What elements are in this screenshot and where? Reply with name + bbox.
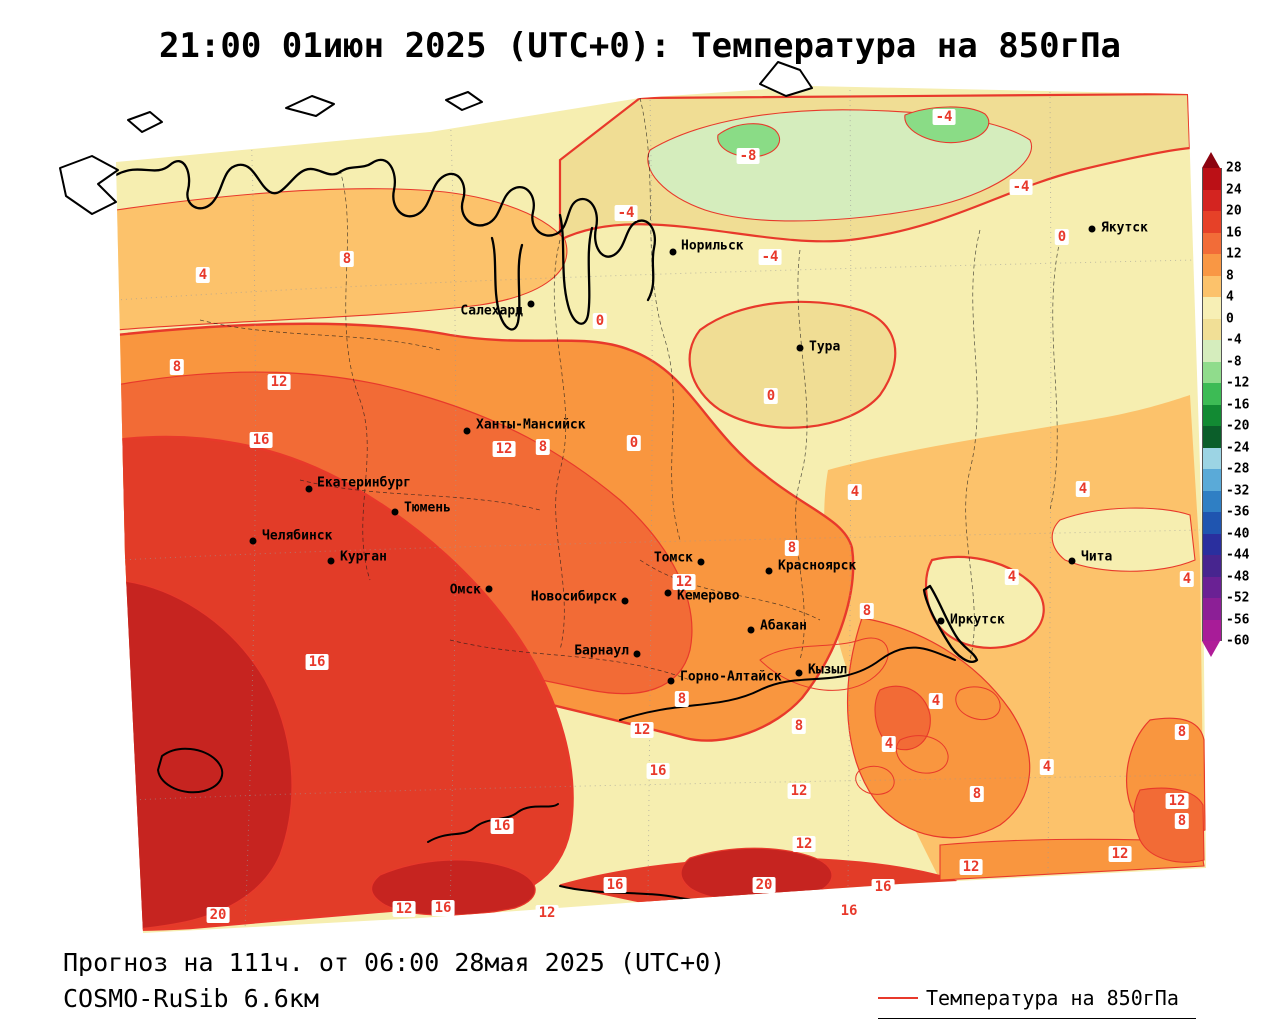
colorbar-value: -48 [1226,569,1250,584]
colorbar-value: 0 [1226,311,1234,326]
colorbar-segment [1202,361,1222,383]
colorbar-segment [1202,254,1222,276]
colorbar-segment [1202,318,1222,340]
colorbar-segment [1202,232,1222,254]
colorbar-segment [1202,275,1222,297]
colorbar-segment [1202,383,1222,405]
colorbar-value: -16 [1226,397,1250,412]
colorbar-value: -8 [1226,354,1242,369]
colorbar-value: -20 [1226,418,1250,434]
colorbar-value: -52 [1226,590,1250,606]
temperature-colorbar: 28 24 20 16 12 8 4 0 -4 -8 -12 -16 -20 -24 -28 -32 -36 -4… [1202,152,1262,672]
colorbar-segment [1202,340,1222,362]
colorbar-arrow-up [1202,152,1220,168]
forecast-info: Прогноз на 111ч. от 06:00 28мая 2025 (UT… [63,948,726,977]
temperature-field [116,86,1206,933]
colorbar-value: 8 [1226,268,1234,283]
colorbar-segment [1202,490,1222,512]
colorbar-value: -28 [1226,461,1250,477]
colorbar-value: 4 [1226,289,1234,305]
colorbar-segment [1202,404,1222,426]
colorbar-value: 16 [1226,225,1242,240]
colorbar-segment [1202,576,1222,598]
colorbar-segment [1202,598,1222,620]
colorbar-segment [1202,447,1222,469]
colorbar-segment [1202,189,1222,211]
page-title: 21:00 01июн 2025 (UTC+0): Температура на… [158,26,1122,66]
colorbar-arrow-down [1202,641,1220,657]
colorbar-value: -4 [1226,332,1242,348]
colorbar-value: -36 [1226,504,1250,520]
colorbar-segment [1202,211,1222,233]
colorbar-segment [1202,297,1222,319]
temperature-line-sample [878,997,918,999]
colorbar-value: 28 [1226,160,1242,176]
colorbar-segment [1202,426,1222,448]
colorbar-value: -32 [1226,483,1250,498]
colorbar-value: 24 [1226,182,1242,197]
colorbar-segment [1202,168,1222,190]
colorbar-value: -60 [1226,633,1250,649]
colorbar-value: 12 [1226,246,1242,262]
legend-label: Температура на 850гПа [926,986,1179,1010]
coastline-islands [59,61,813,215]
colorbar-value: -24 [1226,440,1250,455]
model-info: COSMO-RuSib 6.6км [63,984,319,1013]
colorbar-value: -40 [1226,526,1250,541]
legend: Температура на 850гПа [878,986,1196,1019]
colorbar-segment [1202,619,1222,641]
colorbar-segment [1202,533,1222,555]
colorbar-segment [1202,469,1222,491]
colorbar-value: 20 [1226,203,1242,219]
colorbar-value: -56 [1226,612,1250,627]
colorbar-value: -44 [1226,547,1250,563]
colorbar-segment [1202,512,1222,534]
colorbar-value: -12 [1226,375,1250,391]
colorbar-segment [1202,555,1222,577]
